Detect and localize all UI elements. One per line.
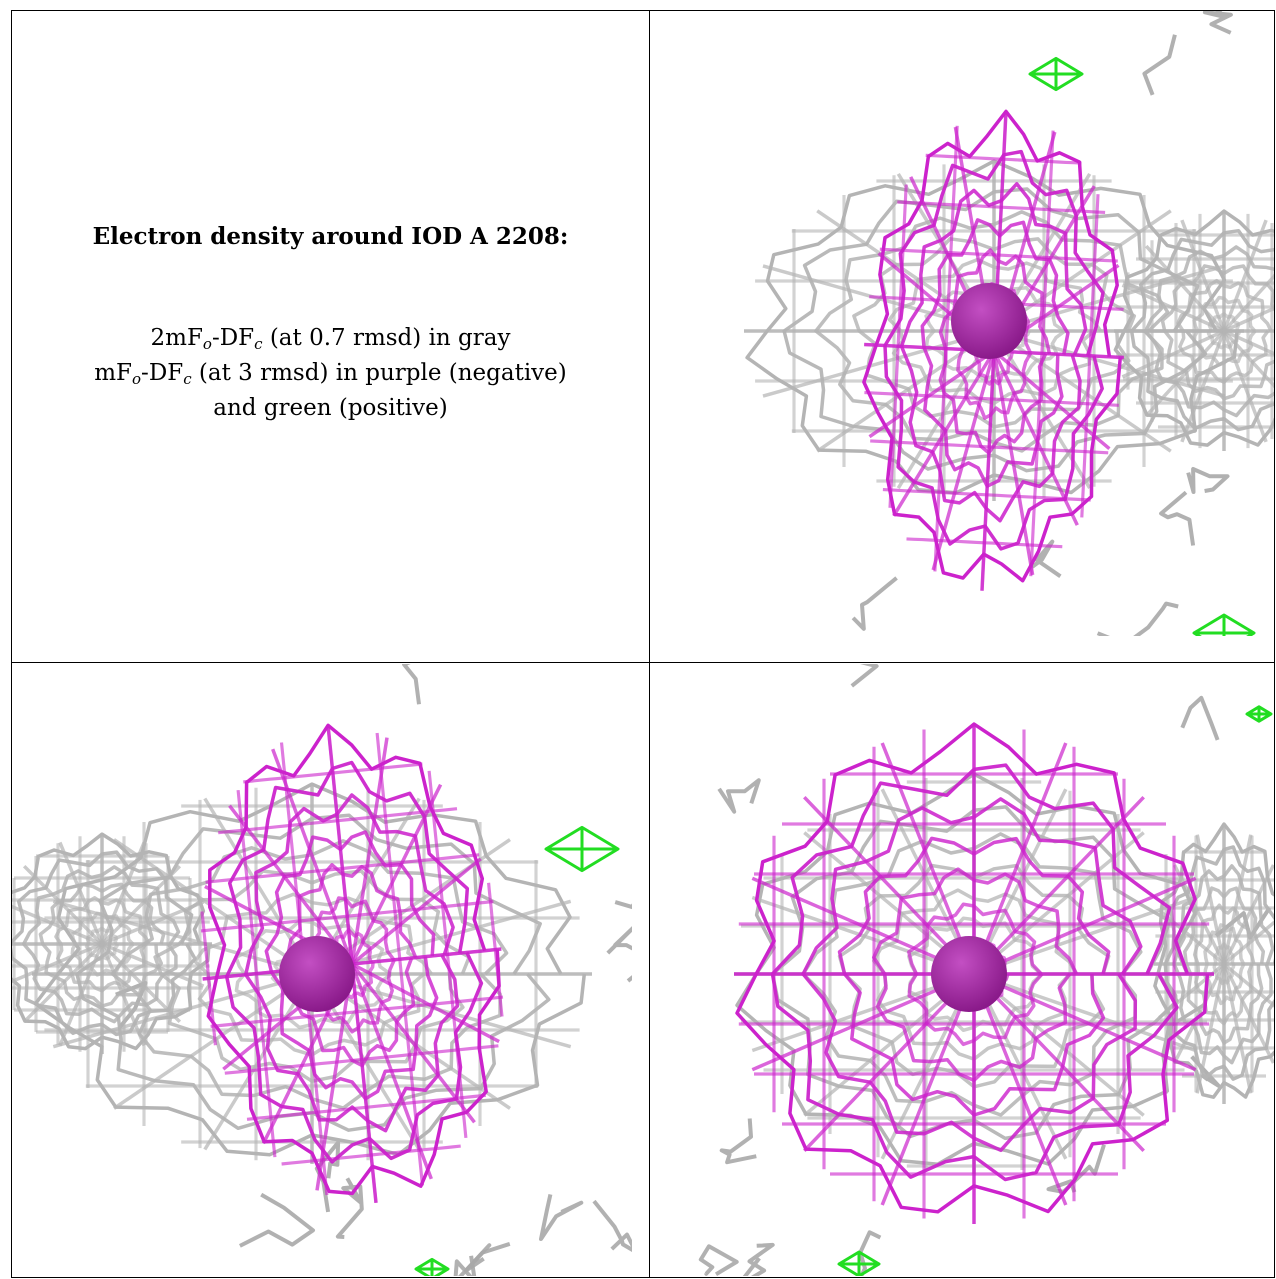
map-2fofc-spoke — [1180, 330, 1226, 443]
map-fragment — [1186, 467, 1230, 494]
positive-density — [1028, 56, 1084, 92]
positive-density — [414, 1257, 450, 1276]
map-2fofc-spoke — [973, 895, 1197, 976]
map-fragment — [1031, 539, 1062, 578]
map-fofc-negative-lattice — [210, 995, 504, 1028]
caption-title: Electron density around IOD A 2208: — [92, 223, 569, 250]
map-fofc-negative-spoke — [351, 962, 500, 1044]
legend-line-positive: and green (positive) — [213, 395, 448, 421]
table-divider-vertical — [649, 10, 650, 1278]
map-fofc-negative-spoke — [228, 804, 354, 966]
legend-line-2fofc: 2mFo-DFc (at 0.7 rmsd) in gray — [150, 325, 511, 353]
map-2fofc-spoke — [1222, 330, 1268, 443]
map-2fofc-spoke — [993, 329, 1226, 398]
map-fofc-negative-spoke — [880, 973, 976, 1206]
map-fofc-negative-spoke — [973, 972, 1197, 1072]
positive-density — [544, 825, 620, 873]
map-fragment — [698, 1244, 739, 1276]
map-fragment — [851, 576, 898, 631]
density-view-top-right — [664, 11, 1274, 636]
map-fofc-negative-spoke — [350, 783, 443, 965]
map-2fofc-spoke — [973, 972, 1197, 1053]
map-fofc-negative-lattice — [906, 537, 1063, 549]
legend-line-fofc: mFo-DFc (at 3 rmsd) in purple (negative) — [94, 360, 567, 388]
map-fofc-negative-spoke — [992, 350, 1035, 576]
positive-density — [1245, 705, 1273, 723]
map-fofc-negative-lattice — [246, 1093, 486, 1121]
density-mesh — [12, 664, 632, 1276]
map-2fofc-spoke — [1222, 963, 1253, 1094]
map-fofc-negative-spoke — [892, 350, 996, 517]
map-fofc-negative-spoke — [868, 349, 995, 439]
map-fofc-negative-spoke — [972, 742, 1068, 975]
map-fragment — [742, 1242, 775, 1276]
map-fofc-negative-lattice — [864, 391, 1119, 407]
map-fofc-negative-spoke — [992, 349, 1111, 451]
map-fragment — [592, 1199, 632, 1252]
map-fofc-negative-spoke — [972, 972, 1145, 1153]
positive-density — [1192, 613, 1256, 636]
map-2fofc-spoke — [993, 264, 1226, 333]
map-fofc-negative-spoke — [972, 795, 1145, 976]
map-fofc-negative-spoke — [992, 350, 1079, 526]
map-fragment — [614, 900, 632, 910]
map-2fofc-spoke — [972, 972, 1145, 1117]
map-2fofc-spoke — [1195, 963, 1226, 1094]
map-2fofc-spoke — [1222, 219, 1268, 332]
density-mesh — [698, 664, 1274, 1276]
map-fofc-negative-lattice — [1080, 194, 1100, 518]
map-fragment — [850, 664, 879, 688]
map-fofc-negative-lattice — [281, 1144, 461, 1166]
map-2fofc-spoke — [1223, 306, 1274, 333]
map-fragment — [402, 664, 421, 705]
map-2fofc-spoke — [1222, 329, 1274, 389]
map-2fofc-spoke — [762, 329, 995, 398]
iodide-atom-sphere — [279, 936, 355, 1012]
map-2fofc-spoke — [1180, 219, 1226, 332]
map-fofc-negative-spoke — [880, 742, 976, 975]
caption-cell: Electron density around IOD A 2208: 2mFo… — [12, 11, 649, 662]
map-fragment — [1180, 695, 1220, 741]
density-view-bottom-left — [12, 664, 632, 1276]
map-fragment — [1096, 601, 1179, 636]
map-fragment — [717, 778, 761, 814]
map-fofc-negative-spoke — [350, 962, 476, 1124]
map-fofc-negative-spoke — [973, 876, 1197, 976]
figure-table — [11, 10, 1275, 1278]
map-fofc-negative-spoke — [972, 973, 1068, 1206]
map-fofc-negative-spoke — [350, 857, 482, 966]
map-fofc-negative-lattice — [1029, 130, 1055, 577]
map-fragment — [1202, 11, 1233, 35]
map-fofc-negative-lattice — [427, 770, 468, 1139]
map-2fofc-spoke — [1222, 273, 1274, 333]
map-fofc-negative-spoke — [931, 350, 996, 571]
iodide-atom-sphere — [951, 283, 1027, 359]
map-fofc-negative-lattice — [882, 488, 1091, 502]
map-2fofc-spoke — [1223, 329, 1274, 356]
map-fragment — [719, 1118, 757, 1165]
caption-legend: 2mFo-DFc (at 0.7 rmsd) in gray mFo-DFc (… — [12, 321, 649, 426]
positive-density — [837, 1250, 881, 1276]
map-fragment — [539, 1193, 584, 1241]
map-fragment — [238, 1192, 315, 1248]
map-2fofc-ring — [12, 832, 211, 1051]
density-mesh — [744, 11, 1274, 636]
iodide-atom-sphere — [931, 936, 1007, 1012]
map-2fofc-spoke — [1222, 834, 1253, 965]
map-fragment — [453, 1241, 511, 1276]
map-fofc-negative-lattice — [870, 439, 1109, 455]
density-view-bottom-right — [664, 664, 1274, 1276]
map-fofc-negative-lattice — [224, 1044, 499, 1075]
map-fragment — [335, 1177, 364, 1239]
map-fragment — [1159, 490, 1196, 546]
map-2fofc-spoke — [1195, 834, 1226, 965]
map-fofc-negative-lattice — [487, 882, 504, 1017]
map-fragment — [1142, 34, 1177, 96]
map-fofc-negative-lattice — [375, 732, 425, 1186]
table-divider-horizontal — [11, 662, 1275, 663]
map-fragment — [606, 926, 632, 983]
